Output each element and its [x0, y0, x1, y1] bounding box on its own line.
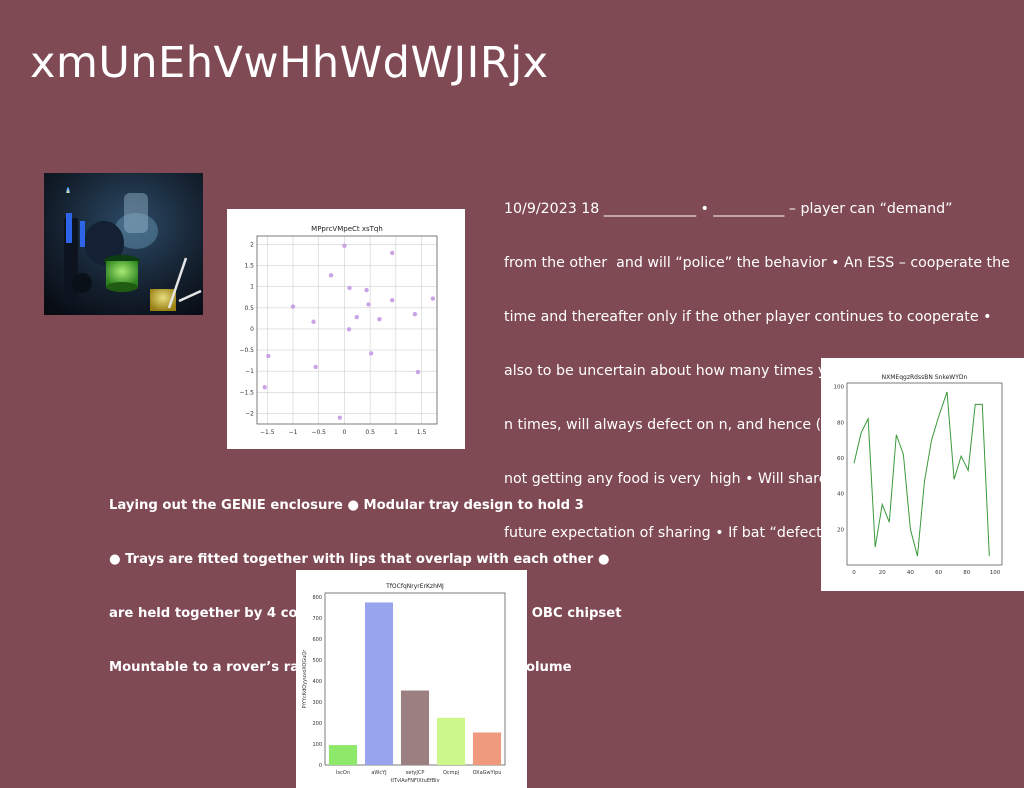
plot-frame	[846, 382, 1003, 566]
scatter-point	[262, 385, 267, 390]
x-tick-label: 0.5	[365, 429, 375, 436]
bar	[400, 690, 430, 765]
line-chart: NXMEqgzRdssBN SnkeWYDn 0 20 40 60 80 100 20 40 60…	[821, 358, 1024, 591]
y-tick-label: −0.5	[239, 347, 254, 354]
x-tick-label: 80	[963, 570, 970, 576]
x-tick-label: 20	[879, 570, 886, 576]
x-tick-label: IscOn	[336, 770, 350, 776]
plot-frame	[256, 235, 438, 425]
y-tick-label: 0	[250, 326, 254, 333]
y-tick-label: 100	[834, 385, 845, 391]
scatter-point	[412, 311, 418, 317]
y-tick-label: 800	[312, 595, 322, 601]
scatter-point	[347, 285, 352, 291]
x-tick-label: xetyJCP	[406, 770, 425, 776]
scatter-point	[290, 304, 296, 309]
y-tick-label: 20	[837, 527, 844, 533]
y-tick-label: 100	[312, 742, 322, 748]
notes-line: from the other and will “police” the beh…	[504, 255, 1010, 271]
chart-title: TfOCfqNryrErKzhMJ	[385, 583, 444, 590]
bullet-line: Laying out the GENIE enclosure ● Modular…	[109, 498, 584, 513]
scatter-point	[311, 319, 316, 324]
bar	[472, 732, 502, 765]
x-tick-label: −1	[289, 429, 298, 436]
scatter-point	[346, 327, 352, 332]
y-tick-label: 60	[837, 456, 844, 462]
y-tick-label: 600	[312, 637, 322, 643]
chart-title: NXMEqgzRdssBN SnkeWYDn	[882, 374, 968, 381]
x-tick-label: 100	[990, 570, 1001, 576]
x-tick-label: 0	[852, 570, 856, 576]
y-tick-label: −2	[245, 410, 254, 417]
scatter-point	[354, 314, 359, 320]
lab-glassware-photo	[44, 173, 203, 315]
bullet-line: ● Trays are fitted together with lips th…	[109, 552, 610, 567]
scatter-point	[430, 296, 436, 301]
bar-chart: TfOCfqNryrErKzhMJ 0 100 200 300 400 500 600 700 8…	[296, 570, 527, 788]
y-tick-label: −1	[245, 368, 254, 375]
y-tick-label: 1	[250, 284, 254, 291]
y-tick-label: 200	[312, 721, 322, 727]
scatter-point	[390, 298, 395, 303]
scatter-point	[364, 287, 369, 293]
bar	[364, 602, 394, 765]
scatter-point	[328, 273, 334, 278]
y-tick-label: 2	[250, 241, 254, 248]
y-tick-label: 0.5	[244, 305, 254, 312]
scatter-point	[337, 415, 342, 420]
x-tick-label: Qcmpj	[443, 770, 459, 776]
bar	[328, 745, 358, 765]
y-tick-label: 300	[312, 700, 322, 706]
scatter-point	[390, 250, 395, 256]
y-tick-label: 500	[312, 658, 322, 664]
scatter-point	[368, 351, 374, 356]
y-axis-label: PiYYcKdQyyuvoXOGuQr	[302, 649, 308, 709]
bar	[436, 717, 466, 765]
y-tick-label: −1.5	[239, 389, 254, 396]
chart-title: MPprcVMpeCt xsTqh	[311, 225, 383, 233]
scatter-point	[342, 243, 347, 248]
x-tick-label: 0	[343, 429, 347, 436]
y-tick-label: 400	[312, 679, 322, 685]
x-tick-label: OXaGwYlpu	[473, 770, 502, 776]
x-tick-label: −1.5	[260, 429, 275, 436]
y-tick-label: 80	[837, 420, 844, 426]
line-plot-area: NXMEqgzRdssBN SnkeWYDn 0 20 40 60 80 100 20 40 60…	[834, 374, 1003, 576]
x-tick-label: aWcYJ	[371, 770, 386, 776]
x-tick-label: 40	[907, 570, 914, 576]
scatter-point	[266, 353, 271, 359]
slide-title: xmUnEhVwHhWdWJIRjx	[30, 38, 549, 88]
x-tick-label: 1.5	[417, 429, 427, 436]
scatter-point	[366, 302, 371, 307]
scatter-point	[313, 364, 318, 370]
notes-line: 10/9/2023 18 _____________ • __________ …	[504, 201, 953, 217]
y-tick-label: 40	[837, 492, 844, 498]
scatter-plot-area: MPprcVMpeCt xsTqh −1.5 −1 −0.5 0 0.5 1 1.5 −2 −1.…	[239, 225, 438, 436]
scatter-point	[377, 317, 382, 322]
x-tick-label: 60	[935, 570, 942, 576]
x-tick-label: −0.5	[311, 429, 326, 436]
scatter-point	[415, 369, 421, 375]
notes-line: time and thereafter only if the other pl…	[504, 309, 992, 325]
y-tick-label: 0	[319, 763, 322, 769]
y-tick-label: 700	[312, 616, 322, 622]
x-axis-label: tITvlAvFNFlXtuEfBlv	[390, 778, 439, 784]
y-tick-label: 1.5	[244, 263, 254, 270]
x-tick-label: 1	[394, 429, 398, 436]
bar-plot-area: TfOCfqNryrErKzhMJ 0 100 200 300 400 500 600 700 8…	[302, 583, 506, 784]
line-series	[853, 391, 990, 557]
scatter-chart: MPprcVMpeCt xsTqh −1.5 −1 −0.5 0 0.5 1 1.5 −2 −1.…	[227, 209, 465, 449]
